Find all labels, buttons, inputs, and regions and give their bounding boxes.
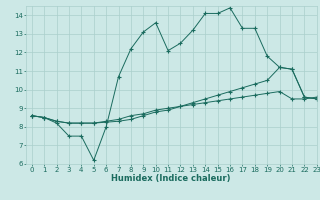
X-axis label: Humidex (Indice chaleur): Humidex (Indice chaleur) — [111, 174, 231, 183]
